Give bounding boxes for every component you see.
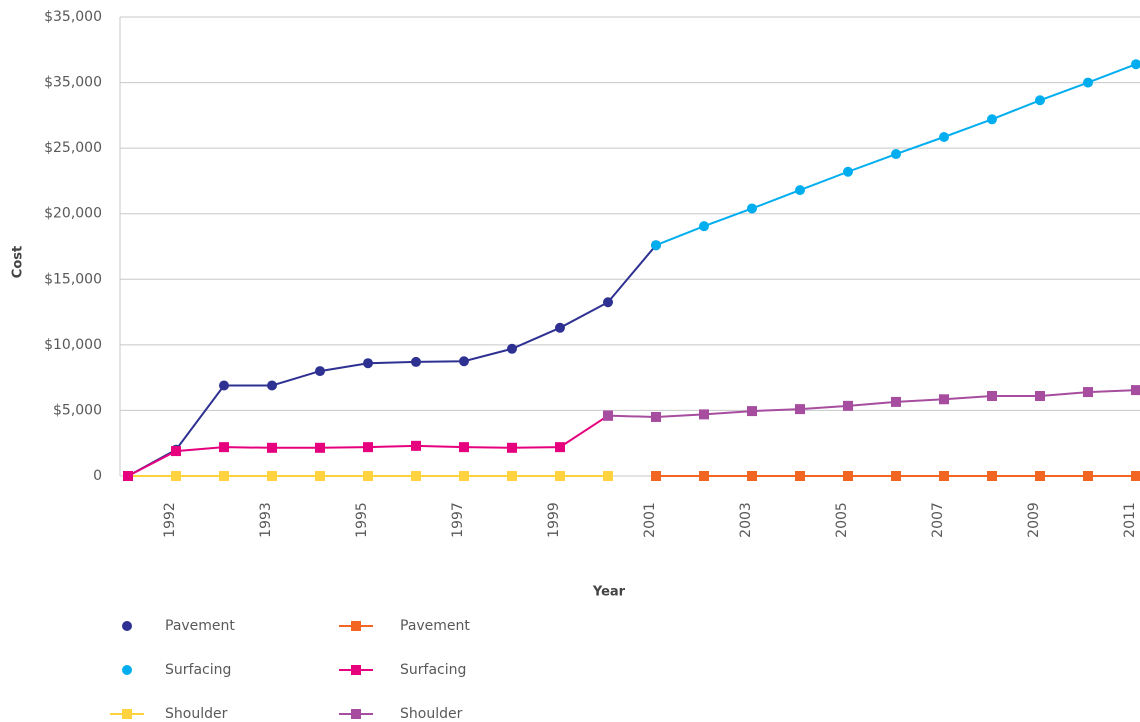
point: [603, 471, 613, 481]
point: [651, 240, 661, 251]
point: [219, 442, 229, 453]
point: [411, 440, 421, 451]
point: [747, 406, 757, 417]
legend-label: Surfacing: [400, 662, 466, 678]
point: [1035, 95, 1045, 106]
y-tick-label: $35,000: [44, 75, 102, 91]
point: [987, 114, 997, 125]
point: [123, 471, 133, 481]
legend-label: Surfacing: [165, 662, 231, 678]
legend-label: Shoulder: [165, 706, 228, 722]
point: [315, 366, 325, 377]
point: [939, 394, 949, 405]
point: [843, 400, 853, 411]
point: [939, 131, 949, 142]
point: [411, 471, 421, 481]
point: [1131, 471, 1140, 481]
y-tick-label: $35,000: [44, 9, 102, 25]
point: [267, 471, 277, 481]
point: [603, 410, 613, 421]
point: [315, 442, 325, 453]
point: [699, 409, 709, 420]
point: [459, 442, 469, 453]
x-tick-label: 1992: [162, 502, 178, 538]
point: [267, 442, 277, 453]
legend-marker: [351, 665, 361, 675]
point: [795, 471, 805, 481]
point: [555, 442, 565, 453]
point: [267, 380, 277, 391]
point: [747, 203, 757, 214]
x-axis-title: Year: [592, 585, 626, 600]
y-tick-label: $15,000: [44, 271, 102, 287]
point: [411, 356, 421, 367]
x-tick-label: 1995: [354, 502, 370, 538]
point: [507, 471, 517, 481]
point: [1035, 471, 1045, 481]
legend-marker: [122, 621, 132, 631]
point: [507, 343, 517, 354]
point: [1083, 77, 1093, 88]
point: [891, 471, 901, 481]
point: [507, 442, 517, 453]
point: [1035, 391, 1045, 402]
x-tick-label: 2011: [1122, 502, 1138, 538]
point: [1083, 471, 1093, 481]
y-tick-label: 0: [93, 468, 102, 484]
legend-label: Pavement: [400, 618, 470, 634]
point: [603, 297, 613, 308]
legend-marker: [351, 621, 361, 631]
point: [1131, 385, 1140, 396]
point: [651, 411, 661, 422]
point: [987, 391, 997, 402]
point: [1131, 59, 1140, 70]
y-tick-label: $5,000: [53, 402, 102, 418]
point: [651, 471, 661, 481]
point: [219, 471, 229, 481]
series-line: [607, 389, 1137, 418]
point: [363, 442, 373, 453]
point: [795, 404, 805, 415]
point: [795, 185, 805, 196]
point: [459, 471, 469, 481]
point: [891, 396, 901, 407]
point: [939, 471, 949, 481]
point: [891, 149, 901, 160]
x-tick-label: 2009: [1026, 502, 1042, 538]
x-tick-label: 2003: [738, 502, 754, 538]
legend-label: Shoulder: [400, 706, 463, 722]
point: [171, 471, 181, 481]
legend-marker: [351, 709, 361, 719]
point: [987, 471, 997, 481]
x-tick-label: 2001: [642, 502, 658, 538]
x-tick-label: 1999: [546, 502, 562, 538]
y-tick-label: $10,000: [44, 337, 102, 353]
point: [699, 471, 709, 481]
series-line: [127, 244, 657, 477]
x-tick-label: 2005: [834, 502, 850, 538]
point: [747, 471, 757, 481]
point: [555, 322, 565, 333]
legend-label: Pavement: [165, 618, 235, 634]
point: [699, 221, 709, 232]
point: [363, 358, 373, 369]
x-tick-label: 1993: [258, 502, 274, 538]
point: [219, 380, 229, 391]
point: [315, 471, 325, 481]
y-tick-label: $20,000: [44, 206, 102, 222]
y-axis-title: Cost: [11, 246, 26, 278]
point: [363, 471, 373, 481]
point: [1083, 387, 1093, 398]
point: [171, 446, 181, 457]
point: [459, 356, 469, 367]
x-tick-label: 1997: [450, 502, 466, 538]
legend-marker: [122, 665, 132, 675]
point: [843, 166, 853, 177]
x-tick-label: 2007: [930, 502, 946, 538]
legend-marker: [122, 709, 132, 719]
point: [555, 471, 565, 481]
y-tick-label: $25,000: [44, 140, 102, 156]
point: [843, 471, 853, 481]
